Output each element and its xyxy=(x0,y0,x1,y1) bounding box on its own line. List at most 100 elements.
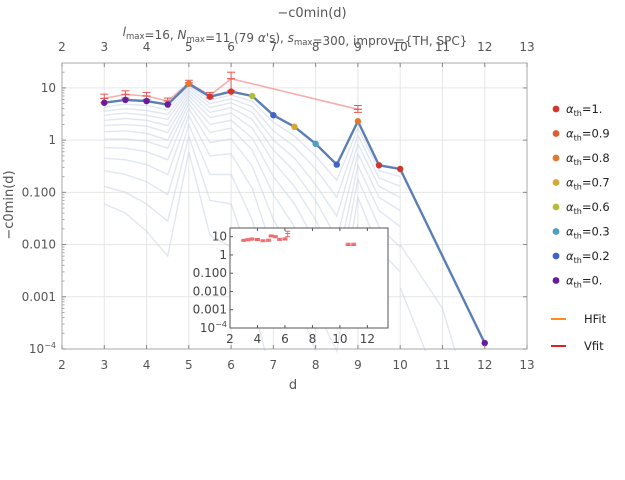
data-point xyxy=(396,165,404,173)
inset-x-tick-label: 10 xyxy=(332,332,347,346)
x-tick-label-bottom: 9 xyxy=(354,358,362,372)
faint-series-line xyxy=(104,98,401,294)
x-tick-label-top: 10 xyxy=(393,40,408,54)
axis-ticks: 2233445566778899101011111212131310−40.00… xyxy=(22,40,535,372)
legend-label: αth=1. xyxy=(566,102,602,118)
faint-series-line xyxy=(104,133,253,266)
x-tick-label-top: 7 xyxy=(270,40,278,54)
y-tick-label: 0.001 xyxy=(22,290,56,304)
legend-dot xyxy=(552,203,560,211)
x-tick-label-top: 3 xyxy=(100,40,108,54)
x-tick-label-bottom: 10 xyxy=(393,358,408,372)
legend-dot xyxy=(552,179,560,186)
legend-label: αth=0.3 xyxy=(566,225,610,241)
subtitle-part: 's), xyxy=(266,31,288,45)
inset-y-tick-label: 10−4 xyxy=(200,320,227,335)
legend-entry: αth=1. xyxy=(552,102,602,118)
legend: αth=1. αth=0.9 αth=0.8 αth=0.7 αth=0.6 αth=0.… xyxy=(551,102,610,353)
x-tick-label-top: 5 xyxy=(185,40,193,54)
data-point xyxy=(312,140,319,148)
x-tick-label-bottom: 4 xyxy=(143,358,151,372)
legend-label: αth=0.7 xyxy=(566,176,610,192)
x-tick-label-bottom: 11 xyxy=(435,358,450,372)
inset-x-tick-label: 4 xyxy=(254,332,262,346)
x-tick-label-bottom: 3 xyxy=(100,358,108,372)
faint-series-line xyxy=(104,84,401,182)
faint-series-line xyxy=(104,94,401,268)
data-point xyxy=(270,112,277,119)
legend-dot xyxy=(552,228,560,235)
points-group xyxy=(101,80,488,347)
chart-subtitle: lmax=16, Nmax=11 (79 α's), smax=300, imp… xyxy=(123,25,468,48)
faint-series-line xyxy=(399,287,427,352)
subtitle-part: N xyxy=(177,28,186,42)
data-point xyxy=(291,123,298,131)
faint-series-line xyxy=(104,86,401,199)
data-point xyxy=(227,88,235,95)
data-point xyxy=(333,161,340,168)
subtitle-part: max xyxy=(126,32,145,42)
data-point xyxy=(164,101,171,108)
x-tick-label-bottom: 7 xyxy=(270,358,278,372)
inset-y-tick-label: 10 xyxy=(212,230,227,244)
subtitle-part: =11 (79 xyxy=(205,31,258,45)
subtitle-part: =16, xyxy=(145,28,178,42)
inset-x-tick-label: 8 xyxy=(309,332,317,346)
inset-x-tick-label: 2 xyxy=(226,332,234,346)
data-point xyxy=(354,118,362,125)
legend-entry: αth=0.8 xyxy=(552,151,610,167)
legend-label: αth=0. xyxy=(566,274,602,290)
inset-x-tick-label: 12 xyxy=(360,332,375,346)
data-point xyxy=(185,80,193,87)
y-tick-label: 10 xyxy=(41,81,56,95)
inset-plot: 2 4 6 8 10 12 10 1 0.100 0.010 0.001 10−4 xyxy=(193,227,389,346)
x-tick-label-bottom: 13 xyxy=(519,358,534,372)
legend-label: αth=0.2 xyxy=(566,249,610,265)
x-tick-label-top: 8 xyxy=(312,40,320,54)
data-point xyxy=(375,162,383,169)
x-tick-label-bottom: 12 xyxy=(477,358,492,372)
legend-dot xyxy=(552,130,560,137)
x-tick-label-top: 11 xyxy=(435,40,450,54)
x-tick-label-bottom: 6 xyxy=(227,358,235,372)
legend-dot xyxy=(552,252,560,260)
plot-border xyxy=(61,62,528,350)
legend-entry: HFit xyxy=(551,312,607,326)
legend-entry: αth=0.3 xyxy=(552,225,610,241)
main-series-group xyxy=(104,82,486,344)
legend-label: αth=0.9 xyxy=(566,127,610,143)
inset-background xyxy=(229,227,389,329)
faint-series-line xyxy=(399,244,456,352)
data-point xyxy=(481,339,488,347)
faint-series-line xyxy=(104,91,401,241)
x-tick-label-top: 6 xyxy=(227,40,235,54)
plot-frame xyxy=(61,62,528,350)
legend-label: Vfit xyxy=(584,339,604,353)
data-point xyxy=(122,96,129,104)
x-tick-label-bottom: 2 xyxy=(58,358,66,372)
legend-entry: αth=0.2 xyxy=(552,249,610,265)
subtitle-part: max xyxy=(186,35,205,45)
legend-dot xyxy=(552,277,560,284)
y-tick-label: 10−4 xyxy=(29,341,56,356)
subtitle-part: α xyxy=(258,31,266,45)
legend-label: αth=0.8 xyxy=(566,151,610,167)
main-series-line xyxy=(104,82,486,344)
legend-entry: αth=0.6 xyxy=(552,200,610,216)
subtitle-part: =300, improv={TH, SPC} xyxy=(312,34,467,48)
y-axis-label: −c0min(d) xyxy=(2,170,17,239)
subtitle-part: max xyxy=(294,38,313,48)
data-point xyxy=(101,99,108,106)
legend-dot xyxy=(552,154,560,162)
data-point xyxy=(206,93,214,100)
inset-y-tick-label: 1 xyxy=(219,248,227,262)
x-tick-label-top: 2 xyxy=(58,40,66,54)
x-tick-label-top: 12 xyxy=(477,40,492,54)
legend-dot xyxy=(552,105,560,113)
faint-series-line xyxy=(104,151,232,258)
x-tick-label-top: 9 xyxy=(354,40,362,54)
y-tick-label: 1 xyxy=(48,133,56,147)
inset-y-tick-label: 0.100 xyxy=(193,266,227,280)
subtitle-part: s xyxy=(288,31,294,45)
